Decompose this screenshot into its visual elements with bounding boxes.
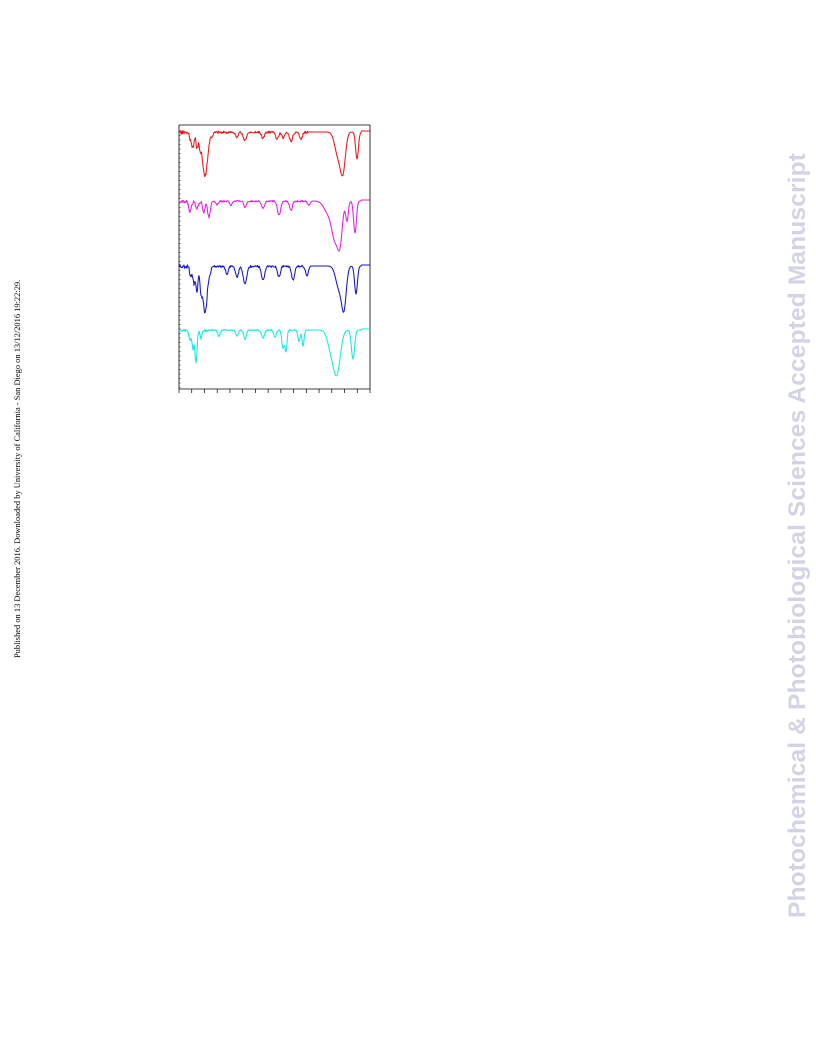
accepted-manuscript-watermark: Photochemical & Photobiological Sciences… xyxy=(784,152,811,918)
plot-axes xyxy=(178,124,371,393)
publication-note: Published on 13 December 2016. Downloade… xyxy=(13,279,22,658)
spectrum-trace-3 xyxy=(178,264,371,314)
spectrum-trace-2 xyxy=(178,199,371,252)
spectrum-traces xyxy=(178,130,371,377)
spectrum-trace-4 xyxy=(178,328,371,377)
spectra-figure xyxy=(170,118,378,402)
spectra-plot xyxy=(178,124,371,393)
spectrum-trace-1 xyxy=(178,130,371,177)
